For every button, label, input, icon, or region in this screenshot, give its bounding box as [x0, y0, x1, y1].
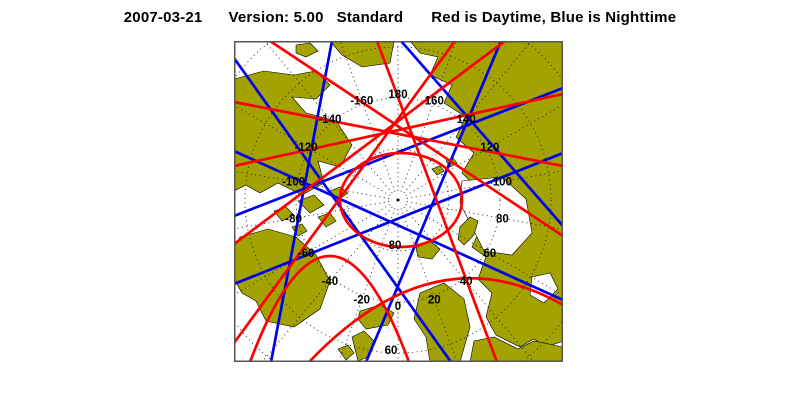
longitude-label-0: 0 — [395, 301, 401, 313]
longitude-label-40: 40 — [460, 276, 473, 288]
daytime-track — [234, 100, 563, 168]
meridian-line--60 — [234, 204, 391, 296]
daytime-track — [234, 92, 563, 168]
nighttime-track — [364, 41, 503, 362]
latitude-label-60: 60 — [385, 345, 398, 357]
north-pole-marker — [396, 198, 400, 202]
daytime-polar-orbit-circle — [338, 151, 464, 249]
latitude-circle-80 — [346, 148, 450, 252]
longitude-label-140: 140 — [457, 114, 476, 126]
longitude-label--160: -160 — [350, 95, 373, 107]
longitude-label--80: -80 — [285, 213, 302, 225]
meridian-line-60 — [405, 204, 563, 296]
longitude-label--20: -20 — [353, 295, 370, 307]
longitude-label--120: -120 — [295, 142, 318, 154]
polar-map: 180 160 140 120 100 80 60 40 20 0 -20 -40 -60 -80 -100… — [234, 41, 563, 362]
daytime-tracks-layer — [234, 41, 563, 362]
longitude-label-160: 160 — [425, 95, 444, 107]
landmass-scandinavia — [413, 282, 471, 362]
latitude-label-80: 80 — [389, 240, 402, 252]
daytime-track — [308, 277, 563, 362]
title-legend: Red is Daytime, Blue is Nighttime — [431, 9, 677, 26]
landmass-ireland — [337, 344, 355, 361]
longitude-label-120: 120 — [480, 142, 499, 154]
longitude-label--100: -100 — [282, 177, 305, 189]
graticule-labels-layer: 180 160 140 120 100 80 60 40 20 0 -20 -40 -60 -80 -100… — [282, 89, 512, 357]
landmass-canadian-arctic-islands — [273, 186, 349, 237]
title-version: Version: 5.00 — [228, 9, 324, 26]
longitude-label-100: 100 — [493, 177, 512, 189]
meridian-line--20 — [338, 208, 396, 362]
longitude-label--140: -140 — [318, 114, 341, 126]
longitude-label-180: 180 — [388, 89, 407, 101]
nighttime-track — [269, 41, 334, 362]
title-date: 2007-03-21 — [123, 9, 203, 26]
meridian-line--100 — [234, 170, 390, 199]
title-mode: Standard — [336, 9, 404, 26]
landmass-wrangel-island — [295, 42, 319, 58]
landmass-barents-sea — [459, 176, 533, 256]
daytime-track — [375, 41, 499, 362]
latitude-circle-70 — [295, 97, 501, 303]
landmass-novaya-zemlya — [457, 216, 479, 246]
plot-title: 2007-03-21 Version: 5.00 Standard Red is Da… — [0, 9, 800, 26]
nighttime-track — [234, 151, 563, 286]
longitude-label-80: 80 — [496, 213, 509, 225]
longitude-label-60: 60 — [483, 248, 496, 260]
daytime-track — [248, 254, 411, 362]
longitude-label--60: -60 — [298, 248, 315, 260]
daytime-track — [234, 41, 506, 246]
daytime-track — [269, 41, 563, 238]
meridian-line-20 — [400, 208, 458, 362]
map-border — [234, 41, 563, 362]
nighttime-track — [234, 149, 563, 302]
longitude-label-20: 20 — [428, 295, 441, 307]
daytime-track — [234, 41, 457, 344]
longitude-label--40: -40 — [322, 276, 339, 288]
meridian-line--140 — [264, 41, 393, 194]
nighttime-track — [399, 41, 563, 227]
